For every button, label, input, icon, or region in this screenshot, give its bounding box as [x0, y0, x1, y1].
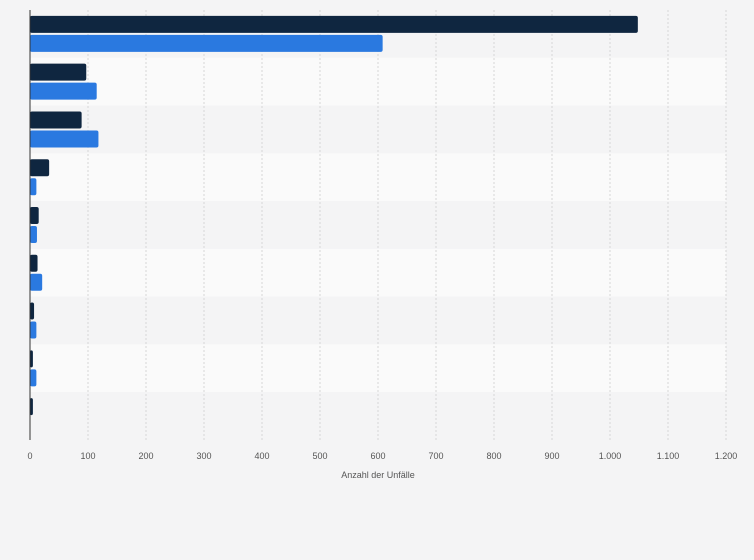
- x-tick-label: 1.000: [599, 451, 622, 461]
- bar[interactable]: [30, 130, 99, 148]
- x-tick-label: 900: [544, 451, 559, 461]
- x-tick-label: 0: [27, 451, 32, 461]
- bars: [30, 15, 638, 416]
- bar[interactable]: [30, 34, 383, 52]
- x-tick-label: 1.200: [715, 451, 738, 461]
- x-tick-label: 700: [428, 451, 443, 461]
- x-tick-label: 400: [254, 451, 269, 461]
- bar[interactable]: [30, 159, 50, 177]
- x-axis-title: Anzahl der Unfälle: [341, 470, 415, 480]
- bar[interactable]: [30, 321, 37, 339]
- row-band: [30, 344, 726, 393]
- row-bands: [30, 10, 726, 440]
- bar[interactable]: [30, 302, 35, 320]
- x-tick-label: 600: [370, 451, 385, 461]
- x-tick-label: 800: [486, 451, 501, 461]
- bar[interactable]: [30, 111, 82, 129]
- row-band: [30, 201, 726, 249]
- row-band: [30, 105, 726, 154]
- bar[interactable]: [30, 15, 638, 33]
- x-tick-label: 500: [312, 451, 327, 461]
- x-tick-label: 300: [196, 451, 211, 461]
- row-band: [30, 153, 726, 202]
- row-band: [30, 57, 726, 106]
- row-band: [30, 248, 726, 297]
- bar[interactable]: [30, 178, 37, 196]
- x-tick-label: 100: [80, 451, 95, 461]
- bar[interactable]: [30, 350, 33, 368]
- bar[interactable]: [30, 398, 33, 416]
- x-tick-label: 200: [138, 451, 153, 461]
- bar[interactable]: [30, 254, 38, 272]
- bar[interactable]: [30, 369, 37, 387]
- bar[interactable]: [30, 226, 37, 243]
- bar[interactable]: [30, 273, 43, 291]
- row-band: [30, 296, 726, 345]
- x-tick-label: 1.100: [657, 451, 680, 461]
- row-band: [30, 392, 726, 440]
- bar[interactable]: [30, 63, 87, 81]
- x-tick-labels: 0 100 200 300 400 500 600 700 800 900 1.000 1.100 1.…: [27, 451, 737, 461]
- bar[interactable]: [30, 207, 39, 224]
- bar[interactable]: [30, 82, 97, 100]
